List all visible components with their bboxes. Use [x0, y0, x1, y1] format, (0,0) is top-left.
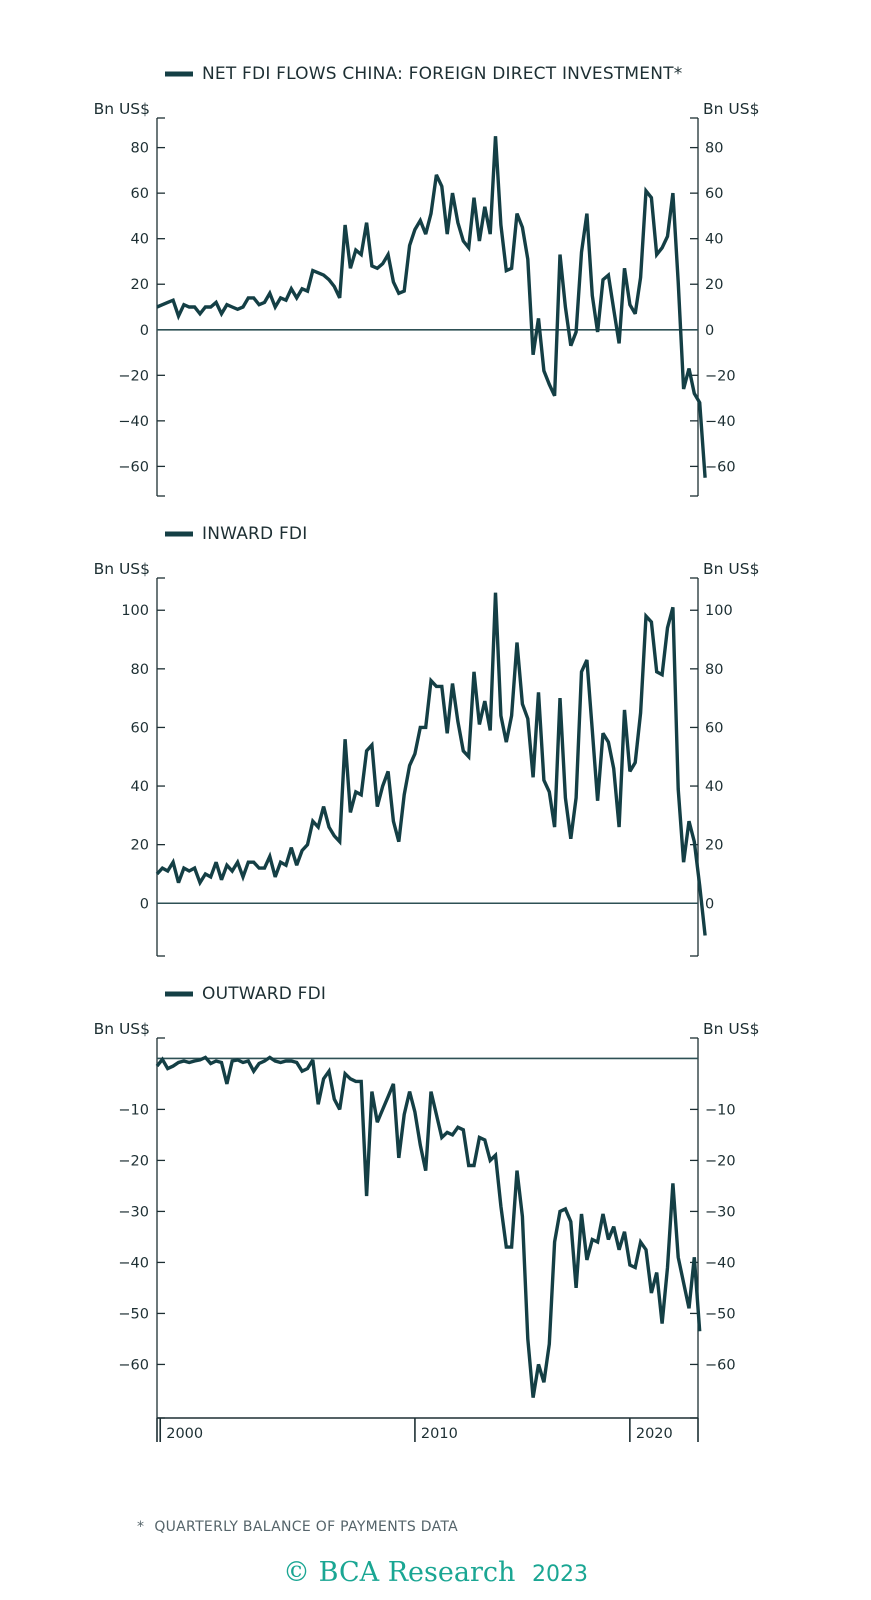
left-y-tick-label: −60	[118, 459, 149, 475]
right-y-tick-label: −40	[705, 414, 736, 430]
x-tick-label: 2010	[421, 1426, 458, 1442]
right-y-tick-label: 20	[705, 838, 723, 854]
left-y-tick-label: 60	[131, 720, 149, 736]
right-y-tick-label: 0	[705, 896, 714, 912]
right-unit-label: Bn US$	[703, 560, 759, 578]
right-y-tick-label: −10	[705, 1102, 736, 1118]
footnote-marker: *	[137, 1519, 145, 1535]
x-axis: 2000 2010 2020	[156, 1417, 699, 1442]
chart-title: INWARD FDI	[202, 524, 307, 544]
left-y-tick-label: −20	[118, 1153, 149, 1169]
copyright-symbol: ©	[283, 1557, 311, 1588]
chart-title: NET FDI FLOWS CHINA: FOREIGN DIRECT INVE…	[202, 64, 682, 84]
right-y-tick-label: −20	[705, 1153, 736, 1169]
chart-panel-1: NET FDI FLOWS CHINA: FOREIGN DIRECT INVE…	[94, 64, 759, 497]
right-y-tick-label: 40	[705, 232, 723, 248]
chart-panel-3: OUTWARD FDI Bn US$ Bn US$ −10 −10 −20 −20 −30 −3…	[94, 984, 759, 1419]
left-unit-label: Bn US$	[94, 560, 150, 578]
left-unit-label: Bn US$	[94, 100, 150, 118]
right-y-tick-label: 80	[705, 141, 723, 157]
left-y-tick-label: 80	[131, 662, 149, 678]
right-y-tick-label: −60	[705, 459, 736, 475]
brand-word: Research	[387, 1557, 516, 1588]
right-y-tick-label: −40	[705, 1255, 736, 1271]
right-y-tick-label: −60	[705, 1357, 736, 1373]
right-y-tick-label: −50	[705, 1306, 736, 1322]
right-y-tick-label: 80	[705, 662, 723, 678]
chart-title: OUTWARD FDI	[202, 984, 326, 1004]
series-line	[155, 592, 707, 936]
left-y-tick-label: −20	[118, 368, 149, 384]
right-y-tick-label: 0	[705, 323, 714, 339]
footnote-text: QUARTERLY BALANCE OF PAYMENTS DATA	[154, 1519, 459, 1535]
left-y-tick-label: 20	[131, 838, 149, 854]
left-y-tick-label: −40	[118, 414, 149, 430]
right-unit-label: Bn US$	[703, 1020, 759, 1038]
right-y-tick-label: 60	[705, 720, 723, 736]
copyright-mark: © BCA Research 2023	[0, 1557, 871, 1588]
x-tick-label: 2000	[166, 1426, 203, 1442]
left-unit-label: Bn US$	[94, 1020, 150, 1038]
left-y-tick-label: −10	[118, 1102, 149, 1118]
brand-logo: BCA	[318, 1557, 380, 1588]
x-tick-label: 2020	[636, 1426, 673, 1442]
left-y-tick-label: −30	[118, 1204, 149, 1220]
series-line	[156, 136, 707, 478]
right-y-tick-label: −20	[705, 368, 736, 384]
left-y-tick-label: 40	[131, 779, 149, 795]
left-y-tick-label: 80	[131, 141, 149, 157]
series-line	[155, 1055, 702, 1398]
right-y-tick-label: 20	[705, 277, 723, 293]
left-y-tick-label: 60	[131, 186, 149, 202]
footnote: * QUARTERLY BALANCE OF PAYMENTS DATA	[137, 1519, 458, 1535]
right-y-tick-label: −30	[705, 1204, 736, 1220]
left-y-tick-label: 40	[131, 232, 149, 248]
right-unit-label: Bn US$	[703, 100, 759, 118]
right-y-tick-label: 60	[705, 186, 723, 202]
left-y-tick-label: −50	[118, 1306, 149, 1322]
left-y-tick-label: 0	[140, 896, 149, 912]
left-y-tick-label: 0	[140, 323, 149, 339]
left-y-tick-label: −40	[118, 1255, 149, 1271]
right-y-tick-label: 40	[705, 779, 723, 795]
right-y-tick-label: 100	[705, 603, 733, 619]
left-y-tick-label: −60	[118, 1357, 149, 1373]
copyright-year: 2023	[531, 1562, 588, 1587]
chart-panel-2: INWARD FDI Bn US$ Bn US$ 100 100 80 80 60 60 40 40…	[94, 524, 759, 957]
left-y-tick-label: 100	[121, 603, 149, 619]
left-y-tick-label: 20	[131, 277, 149, 293]
